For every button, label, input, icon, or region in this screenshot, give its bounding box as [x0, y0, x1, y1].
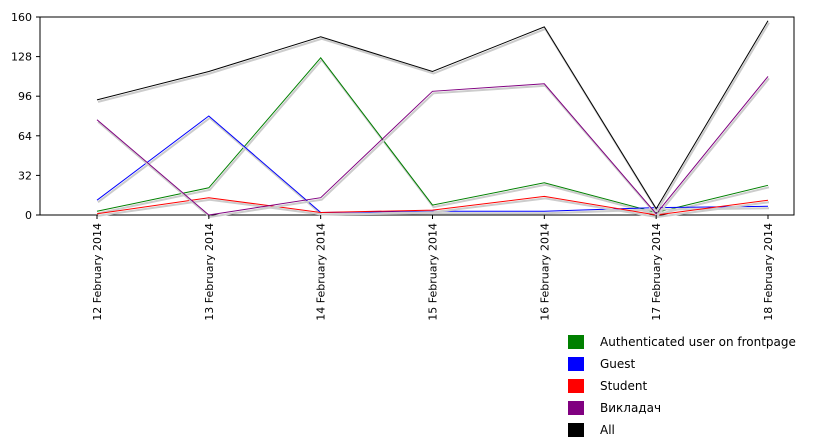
legend-swatch: [568, 357, 584, 371]
series-shadow: [97, 77, 770, 219]
x-tick-label: 13 February 2014: [203, 223, 216, 321]
legend: Authenticated user on frontpage Guest Stud…: [568, 335, 796, 437]
series-shadow: [97, 22, 770, 213]
x-tick-label: 17 February 2014: [650, 223, 663, 321]
legend-label: Authenticated user on frontpage: [600, 335, 796, 349]
x-tick-label: 16 February 2014: [538, 223, 551, 321]
y-tick-label: 128: [11, 51, 32, 64]
x-tick-label: 14 February 2014: [315, 223, 328, 321]
y-axis: 0 32 64 96 128 160: [11, 11, 40, 222]
legend-swatch: [568, 423, 584, 437]
x-tick-label: 18 February 2014: [762, 223, 775, 321]
plot-area: [39, 16, 795, 219]
x-tick-label: 15 February 2014: [427, 223, 440, 321]
legend-swatch: [568, 379, 584, 393]
legend-label: All: [600, 423, 615, 437]
legend-label: Guest: [600, 357, 636, 371]
legend-swatch: [568, 335, 584, 349]
y-tick-label: 0: [25, 209, 32, 222]
series-shadow: [97, 116, 770, 216]
y-tick-label: 160: [11, 11, 32, 24]
legend-swatch: [568, 401, 584, 415]
x-axis: 12 February 2014 13 February 2014 14 Febru…: [91, 215, 775, 321]
legend-label: Student: [600, 379, 648, 393]
series-line-0: [96, 57, 769, 214]
legend-label: Викладач: [600, 401, 661, 415]
y-tick-label: 96: [18, 90, 32, 103]
series-line-4: [96, 20, 769, 210]
y-tick-label: 64: [18, 130, 32, 143]
series-line-1: [96, 115, 769, 214]
x-tick-label: 12 February 2014: [91, 223, 104, 321]
plot-frame: [39, 16, 795, 216]
y-tick-label: 32: [18, 169, 32, 182]
